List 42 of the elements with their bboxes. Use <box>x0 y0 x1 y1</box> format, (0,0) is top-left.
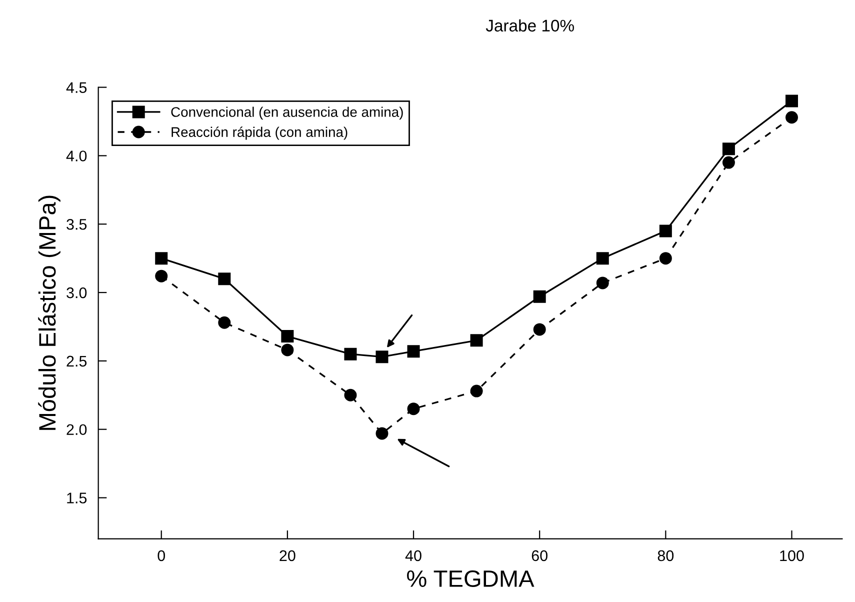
chart-title: Jarabe 10% <box>486 19 574 32</box>
point <box>596 252 609 265</box>
point <box>407 402 420 416</box>
point <box>344 388 357 402</box>
x-tick-label: 20 <box>280 550 296 562</box>
point <box>659 252 672 265</box>
point <box>470 334 483 347</box>
point <box>376 350 388 364</box>
point <box>281 330 294 343</box>
point <box>155 270 168 282</box>
y-tick-label: 1.5 <box>67 492 87 504</box>
y-tick-label: 2.0 <box>66 424 87 436</box>
y-tick-label: 3.5 <box>66 218 87 230</box>
point <box>722 142 735 156</box>
legend-label: Convencional (en ausencia de amina) <box>171 106 403 120</box>
x-tick-label: 60 <box>532 550 548 562</box>
x-tick-label: 80 <box>658 550 674 562</box>
point <box>470 384 483 398</box>
point <box>533 323 546 336</box>
x-tick-label: 0 <box>158 550 166 562</box>
point <box>659 224 672 238</box>
x-tick-label: 100 <box>780 550 804 562</box>
y-tick-label: 4.0 <box>66 150 87 162</box>
point <box>218 316 231 329</box>
y-tick-label: 2.5 <box>66 356 87 367</box>
point <box>376 427 388 440</box>
point <box>218 272 231 286</box>
point <box>344 348 357 360</box>
point <box>155 252 168 265</box>
point <box>281 344 294 356</box>
y-axis-title: Módulo Elástico (MPa) <box>38 196 60 430</box>
x-tick-label: 40 <box>405 550 422 562</box>
point <box>785 94 798 108</box>
point <box>533 290 546 303</box>
point <box>722 156 735 169</box>
x-axis-title: % TEGDMA <box>407 570 534 588</box>
point <box>407 345 420 358</box>
point <box>596 276 609 290</box>
y-tick-label: 3.0 <box>66 287 87 298</box>
point <box>785 111 798 124</box>
y-tick-label: 4.5 <box>66 82 87 93</box>
legend-label: Reacción rápida (con amina) <box>172 126 348 140</box>
